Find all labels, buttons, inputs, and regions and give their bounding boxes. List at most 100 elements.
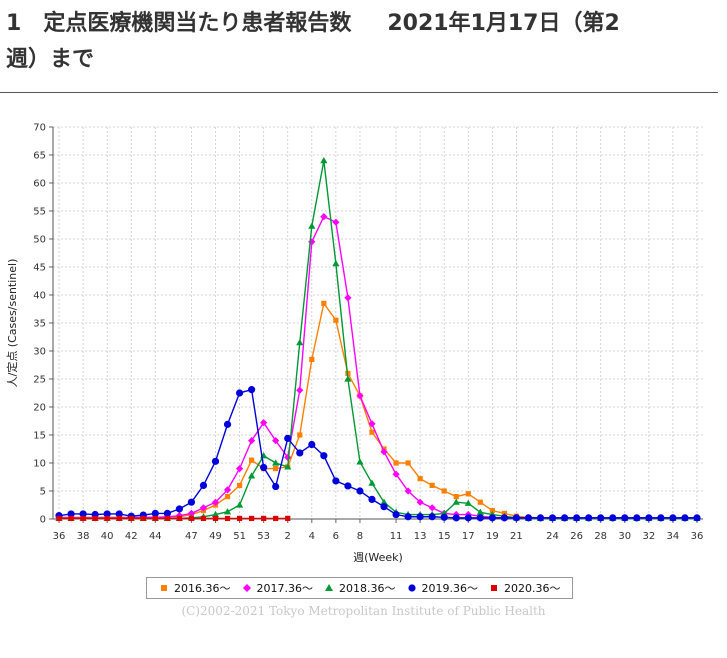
x-tick-label: 17: [462, 531, 475, 542]
legend-item: 2018.36～: [323, 580, 396, 596]
data-point: [320, 452, 328, 460]
y-tick-label: 5: [40, 487, 46, 498]
data-point: [428, 504, 436, 512]
data-point: [103, 510, 111, 518]
data-point: [657, 514, 665, 522]
data-point: [380, 448, 388, 456]
y-tick-label: 0: [40, 515, 46, 526]
series-2: [55, 213, 701, 522]
data-point: [249, 515, 255, 522]
data-point: [536, 514, 545, 522]
data-point: [404, 513, 412, 521]
data-point: [428, 513, 436, 521]
x-tick-label: 42: [125, 531, 138, 542]
x-tick-label: 36: [53, 531, 66, 542]
data-point: [188, 515, 195, 522]
data-point: [405, 460, 411, 466]
data-point: [500, 514, 508, 522]
data-point: [211, 457, 220, 465]
data-point: [356, 392, 364, 400]
y-tick-label: 30: [33, 347, 46, 358]
legend-item: 2016.36～: [158, 580, 231, 596]
y-axis-label: 人/定点 (Cases/sentinel): [5, 259, 19, 388]
x-tick-label: 24: [546, 531, 559, 542]
data-point: [332, 218, 340, 226]
data-point: [476, 508, 484, 515]
y-tick-label: 25: [33, 375, 46, 386]
data-point: [224, 494, 231, 500]
series-line: [58, 388, 697, 519]
x-tick-label: 32: [642, 531, 655, 542]
data-point: [344, 482, 352, 490]
data-point: [67, 510, 75, 518]
x-tick-label: 49: [209, 531, 222, 542]
chart-legend: 2016.36～ 2017.36～ 2018.36～ 2019.36～ 2020.36～: [146, 577, 573, 599]
legend-marker: [242, 584, 251, 592]
data-point: [416, 498, 424, 506]
page-heading: 1 定点医療機関当たり患者報告数 2021年1月17日（第2 週）まで: [6, 6, 721, 78]
data-point: [151, 509, 159, 517]
x-tick-label: 30: [618, 531, 631, 542]
data-point: [272, 482, 280, 491]
x-tick-label: 53: [257, 531, 270, 542]
data-point: [199, 504, 208, 512]
series-line: [59, 160, 697, 520]
data-point: [211, 498, 220, 506]
data-point: [68, 515, 74, 522]
x-axis-label: 週(Week): [353, 551, 403, 564]
data-point: [320, 157, 328, 164]
data-point: [187, 498, 196, 506]
data-point: [175, 505, 183, 513]
y-tick-label: 20: [33, 403, 46, 414]
report-date: 2021年1月17日（第2: [387, 11, 620, 36]
data-point: [248, 386, 256, 394]
series-3: [55, 157, 701, 522]
data-point: [164, 515, 170, 522]
data-point: [453, 494, 459, 500]
legend-marker: [491, 585, 497, 591]
data-point: [115, 510, 123, 518]
data-point: [452, 514, 460, 522]
data-point: [464, 514, 472, 522]
data-point: [380, 503, 388, 511]
data-point: [236, 482, 243, 488]
data-point: [476, 514, 484, 522]
legend-marker-icon: [242, 584, 251, 592]
data-point: [321, 300, 327, 306]
x-tick-label: 40: [101, 531, 114, 542]
data-point: [669, 514, 677, 522]
x-tick-label: 6: [333, 531, 339, 542]
data-point: [187, 509, 196, 517]
data-point: [152, 515, 158, 522]
data-point: [296, 449, 304, 457]
data-point: [248, 472, 256, 479]
data-point: [585, 514, 593, 522]
data-point: [296, 339, 304, 346]
data-point: [465, 491, 471, 497]
heading-line-2: 週）まで: [6, 47, 95, 72]
data-point: [223, 508, 232, 515]
data-point: [344, 294, 352, 302]
heading-divider: [0, 92, 718, 93]
data-point: [249, 457, 255, 463]
data-point: [176, 515, 182, 522]
y-tick-label: 65: [33, 151, 46, 162]
data-point: [104, 515, 110, 522]
data-point: [368, 495, 376, 503]
y-tick-label: 60: [33, 179, 46, 190]
data-point: [309, 356, 315, 362]
y-tick-label: 70: [33, 123, 46, 134]
data-point: [333, 317, 339, 323]
data-point: [477, 499, 483, 505]
data-point: [284, 453, 292, 461]
data-point: [633, 514, 641, 522]
y-tick-label: 55: [33, 207, 46, 218]
legend-label: 2018.36～: [339, 582, 396, 595]
data-point: [597, 514, 605, 522]
data-point: [261, 515, 267, 522]
data-point: [284, 434, 292, 442]
x-tick-label: 8: [357, 531, 363, 542]
series-1: [56, 300, 700, 521]
copyright-text: (C)2002-2021 Tokyo Metropolitan Institut…: [181, 604, 546, 618]
